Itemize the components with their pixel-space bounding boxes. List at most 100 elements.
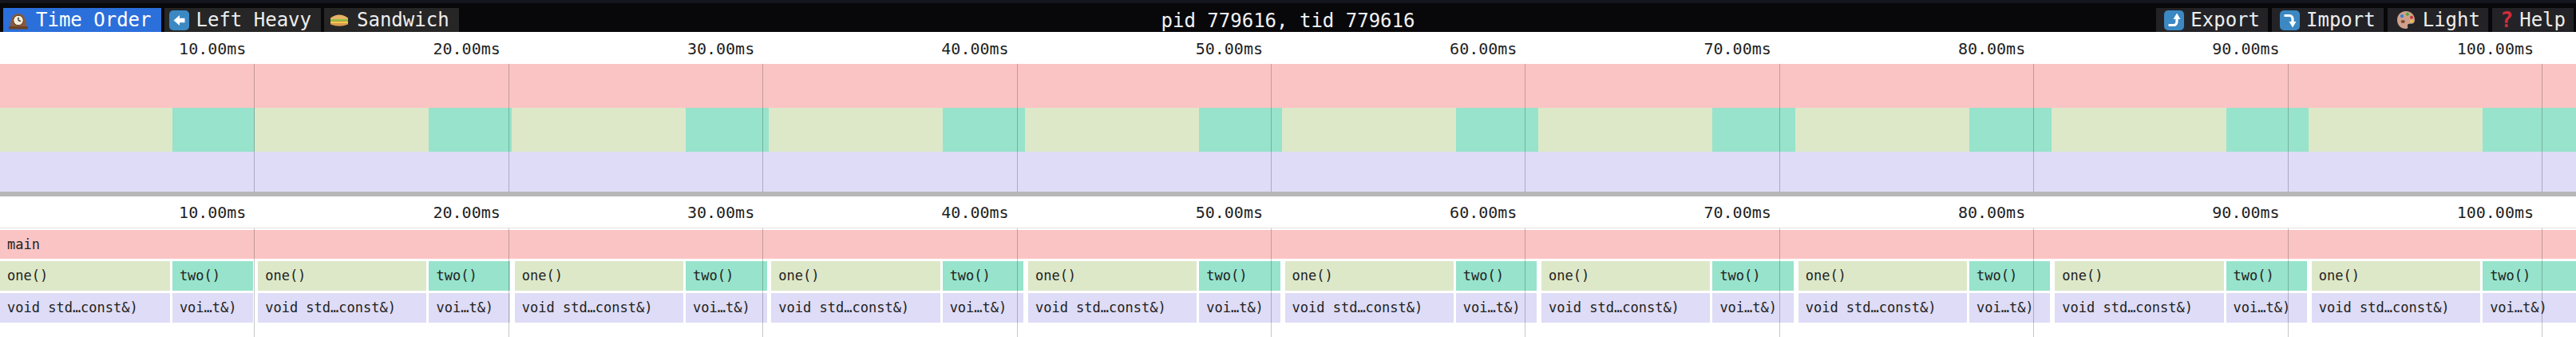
frame-label: void std…const&) [522,299,653,315]
frame-two[interactable]: two() [943,261,1023,291]
frame-two[interactable]: two() [172,261,253,291]
flamegraph-tick: 20.00ms [433,196,501,228]
minimap-tick: 30.00ms [687,32,754,65]
frame-two[interactable]: two() [1712,261,1793,291]
frame-label: voi…t&) [436,299,493,315]
frame-two[interactable]: two() [1456,261,1537,291]
palette-icon [2396,10,2416,30]
import-button[interactable]: Import [2272,8,2384,32]
frame-one[interactable]: one() [1798,261,1967,291]
pane-divider[interactable] [0,192,2576,196]
frame-one[interactable]: one() [1028,261,1197,291]
minimap-two-segment [1199,108,1281,152]
minimap-row-level2[interactable] [0,108,2576,152]
tab-label: Sandwich [357,9,449,31]
flamegraph-tick: 40.00ms [941,196,1008,228]
tab-sandwich[interactable]: Sandwich [324,8,459,32]
frame-two-child[interactable]: voi…t&) [2483,293,2576,323]
frame-two-child[interactable]: voi…t&) [1456,293,1537,323]
minimap-two-segment [1712,108,1794,152]
frame-one[interactable]: one() [0,261,170,291]
frame-one[interactable]: one() [2055,261,2223,291]
frame-two[interactable]: two() [429,261,509,291]
frame-one-child[interactable]: void std…const&) [515,293,683,323]
minimap-tick: 90.00ms [2212,32,2279,65]
frame-two-child[interactable]: voi…t&) [1712,293,1793,323]
frame-one[interactable]: one() [2312,261,2480,291]
frame-label: two() [2490,268,2530,283]
frame-label: one() [1292,268,1333,283]
frame-one-child[interactable]: void std…const&) [771,293,940,323]
frame-label: void std…const&) [1549,299,1680,315]
frame-two[interactable]: two() [1969,261,2050,291]
frame-label: two() [693,268,734,283]
help-button[interactable]: ?Help [2492,8,2574,32]
frame-one[interactable]: one() [258,261,426,291]
frame-two-child[interactable]: voi…t&) [943,293,1023,323]
frame-one-child[interactable]: void std…const&) [1028,293,1197,323]
frame-two[interactable]: two() [1199,261,1280,291]
minimap-two-segment [2483,108,2576,152]
frame-label: one() [778,268,819,283]
toolbar-actions: ExportImportLight?Help [2156,8,2574,32]
frame-one-child[interactable]: void std…const&) [1541,293,1710,323]
frame-one-child[interactable]: void std…const&) [258,293,426,323]
frame-label: voi…t&) [1977,299,2034,315]
minimap-tick: 100.00ms [2457,32,2534,65]
minimap-two-segment [943,108,1025,152]
help-icon: ? [2500,10,2513,30]
frame-label: one() [7,268,48,283]
frame-one[interactable]: one() [515,261,683,291]
frame-main[interactable]: main [0,230,2576,259]
frame-label: voi…t&) [950,299,1007,315]
frame-one-child[interactable]: void std…const&) [1285,293,1454,323]
frame-two-child[interactable]: voi…t&) [172,293,253,323]
import-icon [2280,10,2300,30]
export-button[interactable]: Export [2156,8,2268,32]
frame-one-child[interactable]: void std…const&) [1798,293,1967,323]
frame-label: voi…t&) [693,299,750,315]
frame-label: two() [1463,268,1504,283]
frame-one[interactable]: one() [771,261,940,291]
flamegraph-tick: 90.00ms [2212,196,2279,228]
theme-button[interactable]: Light [2388,8,2488,32]
frame-label: two() [2234,268,2274,283]
frame-label: two() [1977,268,2017,283]
tab-left-heavy[interactable]: Left Heavy [164,8,322,32]
tab-label: Time Order [36,9,152,31]
frame-one[interactable]: one() [1285,261,1454,291]
frame-two-child[interactable]: voi…t&) [1969,293,2050,323]
frame-label: void std…const&) [1806,299,1937,315]
frame-label: two() [180,268,220,283]
frame-label: main [7,236,40,252]
minimap-two-segment [172,108,255,152]
frame-two[interactable]: two() [2226,261,2307,291]
minimap-two-segment [429,108,511,152]
frame-one-child[interactable]: void std…const&) [2312,293,2480,323]
frame-one[interactable]: one() [1541,261,1710,291]
minimap-tick: 80.00ms [1958,32,2025,65]
frame-two-child[interactable]: voi…t&) [1199,293,1280,323]
frame-two[interactable]: two() [686,261,766,291]
frame-label: voi…t&) [1719,299,1777,315]
frame-label: voi…t&) [180,299,237,315]
frame-label: one() [1035,268,1076,283]
frame-label: void std…const&) [1292,299,1423,315]
frame-one-child[interactable]: void std…const&) [0,293,170,323]
frame-label: void std…const&) [2062,299,2193,315]
minimap-two-segment [686,108,768,152]
minimap-two-segment [1969,108,2052,152]
clock-icon [8,10,29,30]
frame-label: one() [2062,268,2103,283]
minimap-row-main[interactable] [0,64,2576,108]
frame-label: voi…t&) [2490,299,2547,315]
frame-two-child[interactable]: voi…t&) [2226,293,2307,323]
flamegraph-tick: 70.00ms [1704,196,1771,228]
tab-time-order[interactable]: Time Order [3,8,161,32]
frame-two-child[interactable]: voi…t&) [429,293,509,323]
frame-two-child[interactable]: voi…t&) [686,293,766,323]
frame-two[interactable]: two() [2483,261,2576,291]
minimap-row-level3[interactable] [0,152,2576,192]
minimap-tick: 70.00ms [1704,32,1771,65]
frame-one-child[interactable]: void std…const&) [2055,293,2223,323]
